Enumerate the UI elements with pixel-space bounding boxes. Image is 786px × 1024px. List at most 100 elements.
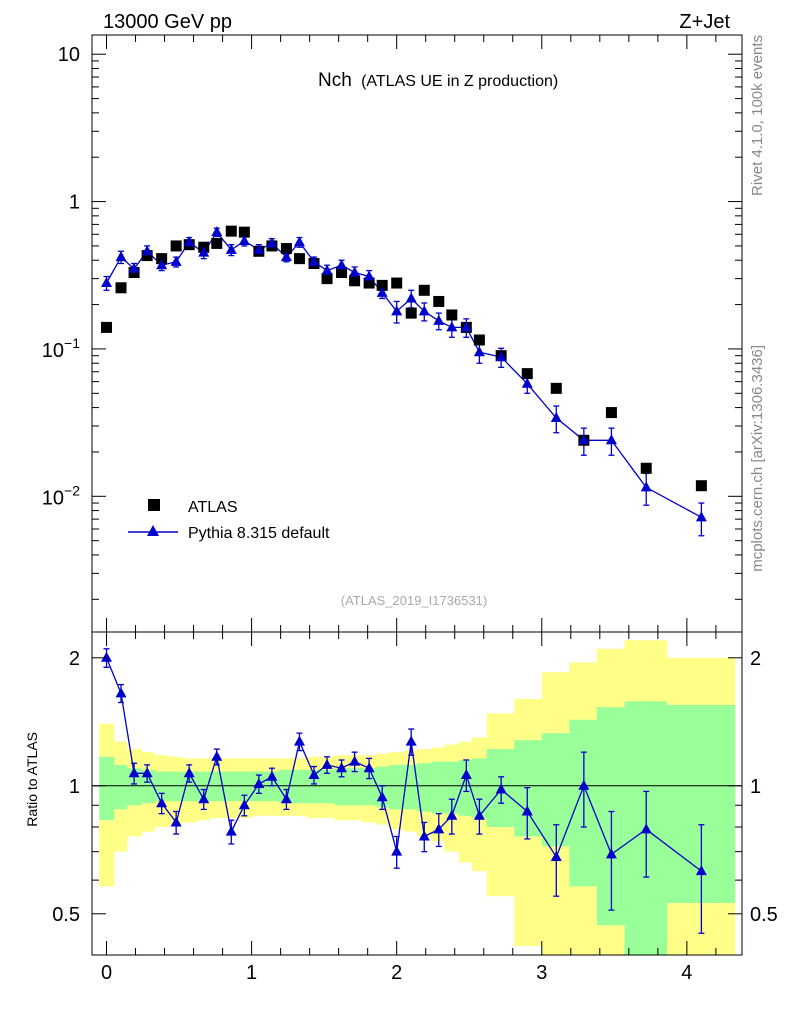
uncertainty-band-inner [514,740,543,837]
ratio-plot-area [92,640,742,955]
atlas-point [521,368,533,380]
x-tick-label: 0 [101,962,112,984]
ratio-point [266,770,278,781]
legend-pythia-marker [147,525,159,536]
ratio-point [363,762,375,773]
x-tick-label: 1 [246,962,257,984]
ratio-point [211,750,223,761]
ratio-point [695,865,707,876]
pythia-point [141,245,153,256]
pythia-point [280,251,292,262]
ratio-point [336,762,348,773]
pythia-point [446,321,458,332]
atlas-point [141,250,153,262]
main-y-tick-label: 10−1 [42,335,80,362]
ratio-y-tick-label-left: 2 [69,648,80,670]
mcplots-label: mcplots.cern.ch [arXiv:1306.3436] [749,345,766,572]
atlas-point [695,480,707,492]
pythia-point [391,305,403,316]
uncertainty-band-inner [141,769,155,804]
ratio-y-tick-label-left: 1 [69,776,80,798]
tick-exp: −1 [64,335,80,351]
atlas-point [225,225,237,237]
atlas-point [391,277,403,289]
ratio-panel: 2 2 1 1 0.5 0.5 0 1 2 3 4 Ratio to ATLAS [24,631,778,984]
x-tick-label: 3 [536,962,547,984]
ratio-y-tick-label-right: 1 [750,776,761,798]
ratio-point [460,769,472,780]
pythia-point [460,321,472,332]
atlas-point [363,277,375,289]
atlas-point [211,237,223,249]
uncertainty-band-inner [154,771,170,802]
ratio-point [156,797,168,808]
pythia-point [321,264,333,275]
atlas-point [405,307,417,319]
pythia-point [521,377,533,388]
pythia-point [211,226,223,237]
uncertainty-band-inner [237,771,253,802]
ratio-point [280,793,292,804]
ratio-point [293,735,305,746]
uncertainty-band-inner [113,764,128,810]
ratio-point [391,845,403,856]
ratio-point [321,758,333,769]
uncertainty-band-inner [168,771,183,802]
uncertainty-band-inner [321,769,335,804]
uncertainty-band-inner [181,771,197,802]
pythia-point [640,481,652,492]
ratio-point [521,805,533,816]
uncertainty-band-inner [293,769,308,804]
uncertainty-band-inner [224,771,238,802]
pythia-point [266,237,278,248]
atlas-point [376,279,388,291]
pythia-point [293,236,305,247]
atlas-point [640,462,652,474]
pythia-point [376,286,388,297]
header-left: 13000 GeV pp [103,11,232,33]
ratio-point [578,779,590,790]
main-frame [91,34,743,633]
plot-title-sub: (ATLAS UE in Z production) [361,73,558,90]
atlas-point [280,243,292,255]
plot-title-main: Nch [318,70,352,91]
ratio-point [605,848,617,859]
atlas-point [293,253,305,265]
header-right: Z+Jet [679,11,730,33]
ratio-point [495,783,507,794]
x-tick-label: 2 [391,962,402,984]
atlas-point [433,295,445,307]
pythia-point [225,243,237,254]
tick-base: 10 [42,487,64,509]
plot-title: Nch (ATLAS UE in Z production) [318,70,558,91]
main-axis-ticks: 10 1 10−1 10−2 [42,35,742,632]
atlas-point [238,226,250,238]
pythia-point [349,266,361,277]
ratio-point [141,767,153,778]
ratio-y-tick-label-right: 0.5 [750,904,778,926]
pythia-point [473,346,485,357]
pythia-point [695,511,707,522]
ratio-point [115,687,127,698]
ratio-point [225,825,237,836]
uncertainty-band-inner [444,761,460,814]
uncertainty-band-inner [334,768,350,806]
legend-pythia-label: Pythia 8.315 default [188,525,330,542]
pythia-point [253,243,265,254]
uncertainty-band-inner [126,768,142,806]
main-y-tick-label: 1 [69,192,80,214]
pythia-point [238,235,250,246]
ratio-point [349,755,361,766]
ratio-frame [91,631,743,956]
atlas-point [115,282,127,294]
ratio-point [640,823,652,834]
pythia-point [156,259,168,270]
uncertainty-band-inner [417,763,433,812]
ratio-point [183,767,195,778]
main-y-tick-label: 10−2 [42,482,80,509]
ratio-point [308,769,320,780]
ratio-y-tick-label-right: 2 [750,648,761,670]
pythia-point [115,251,127,262]
ratio-point [433,823,445,834]
